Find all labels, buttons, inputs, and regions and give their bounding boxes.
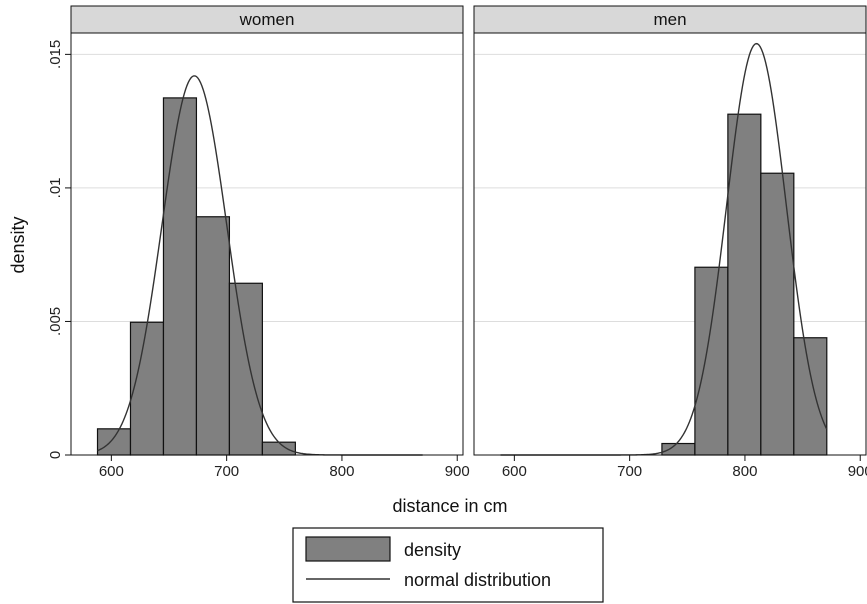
y-tick-label: .015 bbox=[47, 40, 64, 69]
plot-border bbox=[473, 32, 867, 456]
y-axis-label: density bbox=[8, 216, 28, 273]
panel-women: women 600 700 800 900 0 .005 .01 .015 bbox=[47, 5, 470, 480]
histogram-bar bbox=[96, 428, 132, 456]
legend-label-normal: normal distribution bbox=[404, 570, 551, 590]
panels: women 600 700 800 900 0 .005 .01 .015 men 600 700 80… bbox=[47, 5, 867, 480]
histogram-bar bbox=[694, 266, 729, 456]
plot-border bbox=[70, 32, 464, 456]
legend: density normal distribution bbox=[292, 527, 604, 603]
panel-men: men 600 700 800 900 bbox=[473, 5, 867, 480]
plot-area bbox=[71, 33, 463, 455]
panel-strip-title: men bbox=[653, 10, 686, 29]
x-tick-label: 700 bbox=[617, 463, 642, 480]
histogram-bar bbox=[195, 216, 231, 456]
legend-label-density: density bbox=[404, 540, 461, 560]
histogram-bar bbox=[228, 282, 263, 456]
y-tick-label: .005 bbox=[47, 307, 64, 336]
histogram-bar bbox=[261, 441, 296, 456]
y-tick-label: 0 bbox=[47, 451, 64, 459]
x-tick-label: 800 bbox=[329, 463, 354, 480]
histogram-bar bbox=[661, 442, 696, 456]
x-tick-label: 600 bbox=[502, 463, 527, 480]
panel-strip bbox=[70, 5, 464, 34]
histogram-bar bbox=[162, 97, 198, 456]
x-tick-label: 900 bbox=[848, 463, 867, 480]
panel-strip-title: women bbox=[239, 10, 295, 29]
x-tick-label: 700 bbox=[214, 463, 239, 480]
x-tick-label: 600 bbox=[99, 463, 124, 480]
histogram-bar bbox=[727, 113, 762, 456]
legend-swatch-density bbox=[305, 536, 391, 562]
histogram-bar bbox=[760, 172, 795, 456]
x-tick-label: 900 bbox=[445, 463, 470, 480]
x-axis-label: distance in cm bbox=[392, 496, 507, 516]
histogram-bar bbox=[793, 337, 828, 456]
x-tick-label: 800 bbox=[732, 463, 757, 480]
y-tick-label: .01 bbox=[47, 177, 64, 198]
histogram-bar bbox=[129, 321, 165, 456]
